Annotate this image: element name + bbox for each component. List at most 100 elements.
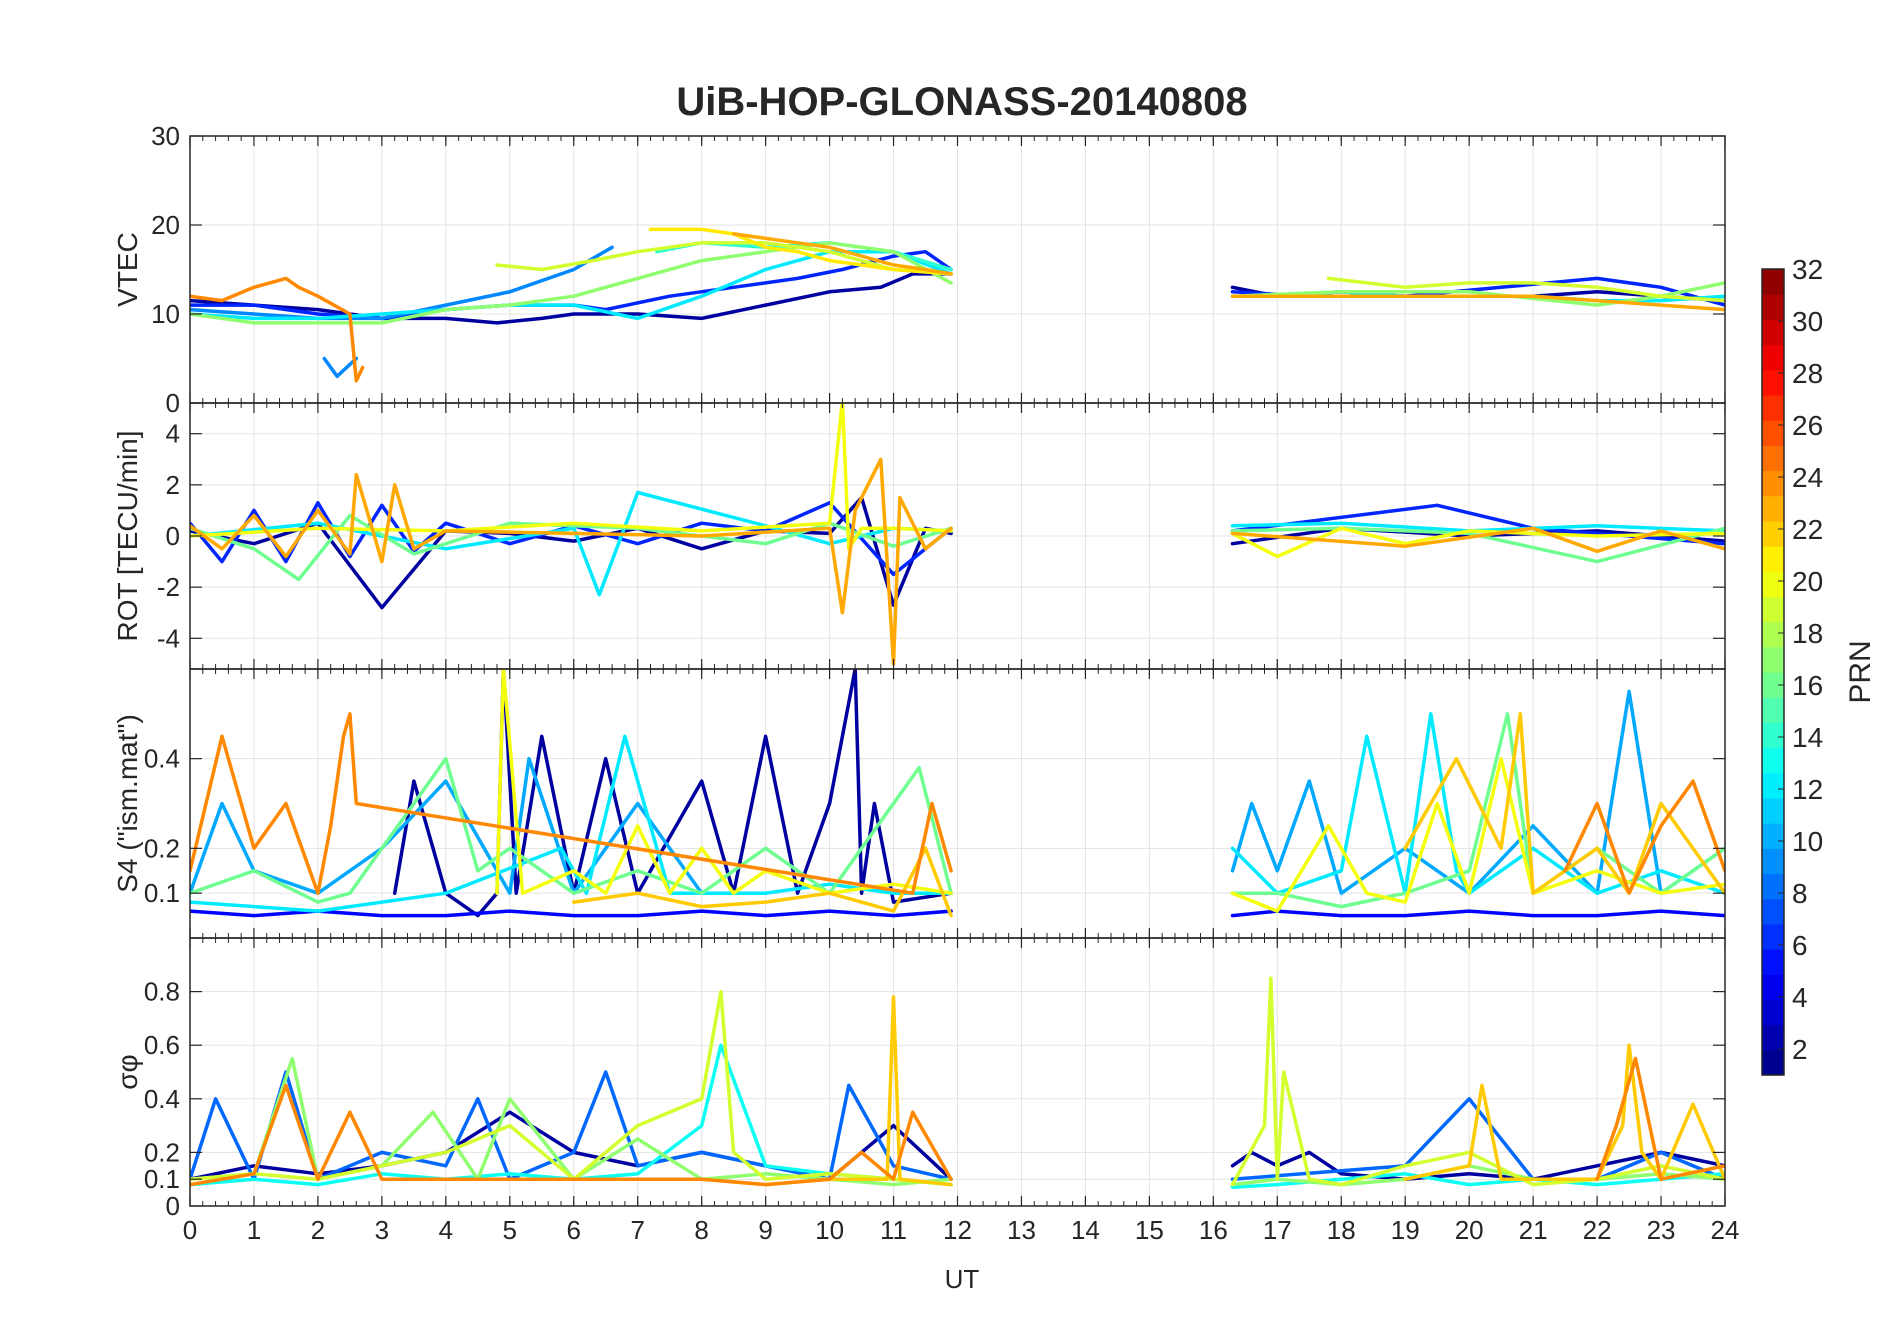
x-tick-label: 24 bbox=[1711, 1215, 1740, 1245]
x-tick-label: 18 bbox=[1327, 1215, 1356, 1245]
series-line-prn-24 bbox=[190, 712, 953, 895]
x-tick-labels: 0 1 2 3 4 5 6 7 8 9 10 11 12 13 14 15 16 17 18 19 20 21 22 23 24 bbox=[183, 1215, 1740, 1245]
x-tick-label: 4 bbox=[439, 1215, 453, 1245]
y-tick-label: 10 bbox=[151, 299, 180, 329]
colorbar-segment bbox=[1762, 949, 1784, 975]
panel-s4: 0.1 0.2 0.4S4 ("ism.mat") bbox=[112, 668, 1726, 939]
panel-vtec: 0 10 20 30 VTEC bbox=[112, 121, 1726, 418]
series-line-prn-16 bbox=[1230, 526, 1725, 564]
series-line-prn-6 bbox=[190, 501, 953, 577]
y-tick-label: 0.4 bbox=[144, 744, 180, 774]
series-line-prn-22 bbox=[1403, 712, 1725, 895]
y-tick-label: 0.1 bbox=[144, 1164, 180, 1194]
y-axis-label-rot: ROT [TECU/min] bbox=[112, 430, 143, 641]
y-axis-label-sigma_phi: σφ bbox=[112, 1054, 143, 1089]
colorbar-segment bbox=[1762, 344, 1784, 371]
chart-title: UiB-HOP-GLONASS-20140808 bbox=[676, 80, 1247, 124]
series-line-prn-19 bbox=[1326, 276, 1725, 303]
x-tick-label: 9 bbox=[758, 1215, 772, 1245]
colorbar-tick-label: 32 bbox=[1792, 254, 1823, 285]
colorbar-tick-label: 20 bbox=[1792, 566, 1823, 597]
grid-vtec bbox=[189, 135, 1726, 404]
y-tick-label: 20 bbox=[151, 210, 180, 240]
panel-rot: -4 -2 0 2 4 ROT [TECU/min] bbox=[112, 402, 1726, 670]
x-tick-label: 15 bbox=[1135, 1215, 1164, 1245]
x-tick-label: 12 bbox=[943, 1215, 972, 1245]
x-tick-label: 16 bbox=[1199, 1215, 1228, 1245]
x-tick-label: 14 bbox=[1071, 1215, 1100, 1245]
series-line-prn-9 bbox=[190, 245, 614, 321]
y-tick-label: 0.2 bbox=[144, 1137, 180, 1167]
colorbar-segment bbox=[1762, 520, 1784, 547]
colorbar-tick-label: 30 bbox=[1792, 306, 1823, 337]
x-tick-label: 1 bbox=[247, 1215, 261, 1245]
series-line-prn-12 bbox=[190, 734, 953, 913]
y-tick-label: 0.2 bbox=[144, 833, 180, 863]
series-line-prn-13 bbox=[190, 1043, 953, 1187]
series-line-prn-24 bbox=[190, 276, 365, 383]
series-group-rot bbox=[190, 403, 1725, 666]
x-tick-label: 6 bbox=[567, 1215, 581, 1245]
series-group-sigma_phi bbox=[190, 976, 1725, 1189]
series-line-prn-19 bbox=[495, 241, 953, 276]
series-group-s4 bbox=[190, 669, 1725, 918]
colorbar-segment bbox=[1762, 898, 1784, 925]
y-tick-label: 0.6 bbox=[144, 1030, 180, 1060]
colorbar-segment bbox=[1762, 495, 1784, 522]
x-tick-label: 5 bbox=[503, 1215, 517, 1245]
colorbar-segment bbox=[1762, 445, 1784, 472]
colorbar-segment bbox=[1762, 672, 1784, 698]
series-line-prn-12 bbox=[1230, 712, 1725, 895]
series-line-prn-2 bbox=[190, 495, 953, 610]
colorbar-tick-label: 16 bbox=[1792, 670, 1823, 701]
x-tick-label: 17 bbox=[1263, 1215, 1292, 1245]
colorbar-segment bbox=[1762, 823, 1784, 849]
colorbar-segment bbox=[1762, 470, 1784, 497]
series-line-prn-16 bbox=[190, 756, 953, 904]
y-tick-label: 0 bbox=[166, 388, 180, 418]
colorbar-segment bbox=[1762, 646, 1784, 673]
y-axis-label-vtec: VTEC bbox=[112, 232, 143, 307]
colorbar-segment bbox=[1762, 697, 1784, 723]
y-tick-label: 2 bbox=[166, 470, 180, 500]
x-tick-label: 2 bbox=[311, 1215, 325, 1245]
x-tick-label: 21 bbox=[1519, 1215, 1548, 1245]
colorbar-segment bbox=[1762, 848, 1784, 875]
x-tick-label: 20 bbox=[1455, 1215, 1484, 1245]
y-tick-label: 0.1 bbox=[144, 878, 180, 908]
panel-sigma_phi: 00.10.2 0.4 0.6 0.8 σφ bbox=[112, 937, 1726, 1221]
colorbar-segment bbox=[1762, 621, 1784, 648]
colorbar-segment bbox=[1762, 797, 1784, 824]
series-group-vtec bbox=[190, 227, 1725, 383]
colorbar-segment bbox=[1762, 294, 1784, 320]
series-line-prn-17 bbox=[1230, 281, 1725, 307]
colorbar-label: PRN bbox=[1844, 640, 1877, 703]
x-tick-label: 3 bbox=[375, 1215, 389, 1245]
colorbar-segment bbox=[1762, 394, 1784, 421]
series-line-prn-20 bbox=[1230, 526, 1725, 559]
colorbar-segment bbox=[1762, 1049, 1784, 1076]
series-line-prn-24 bbox=[190, 1083, 953, 1187]
colorbar-tick-label: 2 bbox=[1792, 1034, 1808, 1065]
colorbar-tick-label: 14 bbox=[1792, 722, 1823, 753]
colorbar-segment bbox=[1762, 369, 1784, 396]
series-line-prn-22 bbox=[1403, 1043, 1725, 1181]
series-line-prn-19 bbox=[190, 989, 953, 1187]
colorbar-segment bbox=[1762, 873, 1784, 900]
colorbar-segment bbox=[1762, 571, 1784, 598]
series-line-prn-10 bbox=[1230, 689, 1725, 895]
colorbar-segment bbox=[1762, 1024, 1784, 1051]
series-line-prn-13 bbox=[1230, 1172, 1725, 1189]
series-line-prn-23 bbox=[190, 457, 953, 666]
x-tick-label: 13 bbox=[1007, 1215, 1036, 1245]
y-tick-label: 0 bbox=[166, 1191, 180, 1221]
colorbar-segment bbox=[1762, 772, 1784, 799]
series-line-prn-20 bbox=[190, 403, 953, 551]
series-line-prn-5 bbox=[1230, 909, 1725, 918]
y-tick-label: 4 bbox=[166, 419, 180, 449]
colorbar-tick-label: 26 bbox=[1792, 410, 1823, 441]
